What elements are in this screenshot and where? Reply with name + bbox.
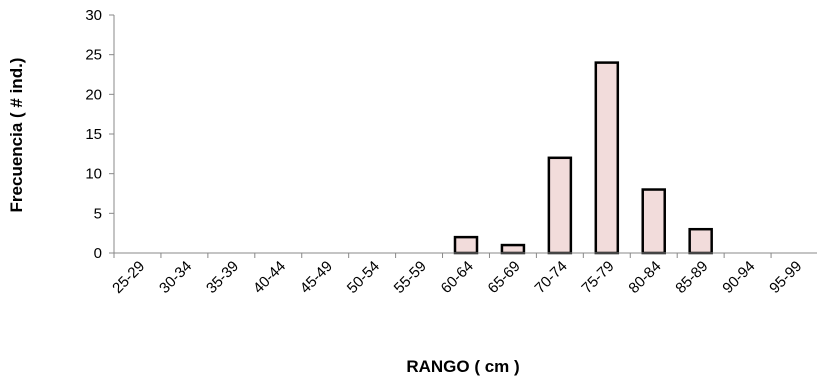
x-tick-label: 65-69: [485, 258, 524, 297]
x-tick-label: 75-79: [578, 258, 617, 297]
x-tick-label: 60-64: [438, 258, 477, 297]
x-tick-label: 40-44: [250, 258, 289, 297]
y-tick-label: 0: [94, 245, 102, 262]
y-tick-label: 20: [85, 86, 102, 103]
x-tick-label: 70-74: [532, 258, 571, 297]
bar: [500, 243, 526, 255]
x-tick-label: 90-94: [719, 258, 758, 297]
x-tick-label: 50-54: [344, 258, 383, 297]
bar: [547, 156, 573, 255]
x-tick-label: 85-89: [672, 258, 711, 297]
x-tick-label: 35-39: [203, 258, 242, 297]
plot-area: 0 5 10 15 20 25 30 25-29 30-34 35-39 40-44 45-49 50-…: [85, 7, 817, 297]
y-tick-label: 25: [85, 47, 102, 64]
bar: [641, 188, 666, 255]
x-tick-label: 45-49: [297, 258, 336, 297]
x-tick-label: 95-99: [766, 258, 805, 297]
x-axis-title: RANGO ( cm ): [406, 357, 519, 376]
y-tick-label: 10: [85, 166, 102, 183]
y-axis-title: Frecuencia ( # ind.): [7, 58, 26, 213]
x-tick-label: 55-59: [391, 258, 430, 297]
x-tick-label: 80-84: [625, 258, 664, 297]
bar: [453, 235, 479, 255]
y-tick-label: 5: [94, 205, 102, 222]
bar: [688, 227, 713, 255]
bar: [594, 61, 620, 255]
x-tick-label: 30-34: [156, 258, 195, 297]
y-tick-label: 15: [85, 126, 102, 143]
y-tick-label: 30: [85, 7, 102, 24]
x-tick-label: 25-29: [109, 258, 148, 297]
